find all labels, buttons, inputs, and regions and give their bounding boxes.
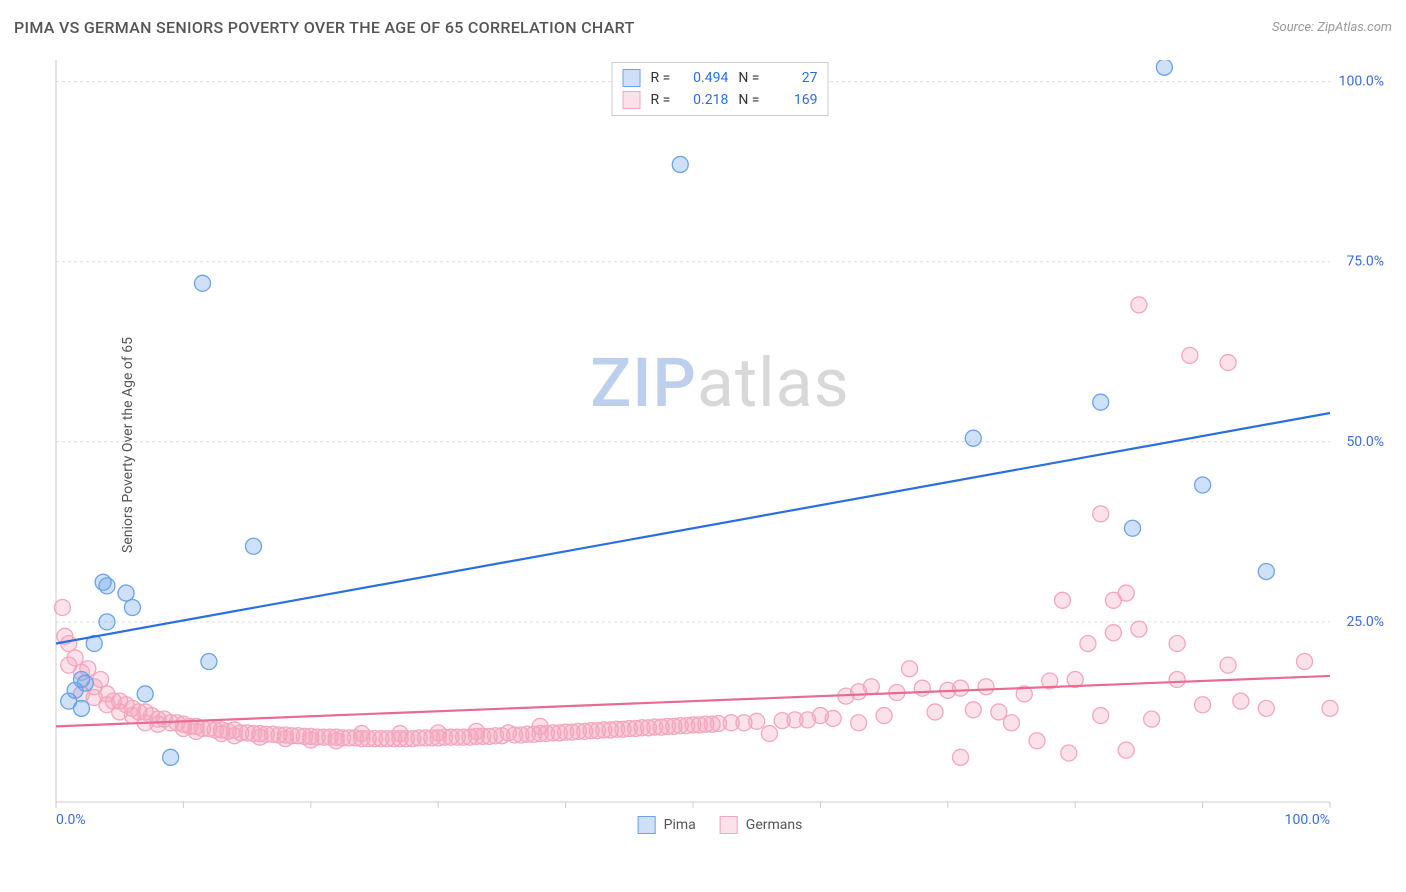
legend-label-pima: Pima [664, 817, 696, 833]
pima-swatch-icon [623, 69, 641, 87]
legend-item-pima: Pima [638, 816, 696, 834]
germans-swatch-icon [623, 91, 641, 109]
svg-text:100.0%: 100.0% [1285, 812, 1330, 828]
correlation-row-pima: R = 0.494 N = 27 [623, 67, 818, 89]
germans-swatch-icon [720, 816, 738, 834]
svg-text:50.0%: 50.0% [1346, 434, 1384, 450]
legend-item-germans: Germans [720, 816, 803, 834]
series-legend: Pima Germans [630, 814, 811, 836]
legend-label-germans: Germans [746, 817, 803, 833]
scatter-plot: 25.0% 50.0% 75.0% 100.0% 0.0% 100.0% [50, 60, 1390, 830]
germans-r-value: 0.218 [680, 92, 728, 108]
germans-n-value: 169 [769, 92, 817, 108]
svg-text:75.0%: 75.0% [1346, 254, 1384, 270]
n-label: N = [738, 70, 759, 86]
r-label: R = [651, 70, 671, 86]
pima-swatch-icon [638, 816, 656, 834]
pima-n-value: 27 [769, 70, 817, 86]
r-label: R = [651, 92, 671, 108]
source-label: Source: ZipAtlas.com [1272, 20, 1392, 35]
svg-text:0.0%: 0.0% [56, 812, 86, 828]
chart-title: PIMA VS GERMAN SENIORS POVERTY OVER THE … [14, 18, 635, 37]
svg-text:25.0%: 25.0% [1346, 614, 1384, 630]
svg-text:100.0%: 100.0% [1339, 74, 1384, 90]
n-label: N = [738, 92, 759, 108]
pima-r-value: 0.494 [680, 70, 728, 86]
chart-container: Seniors Poverty Over the Age of 65 ZIPat… [50, 60, 1390, 830]
correlation-legend: R = 0.494 N = 27 R = 0.218 N = 169 [612, 62, 829, 116]
correlation-row-germans: R = 0.218 N = 169 [623, 89, 818, 111]
